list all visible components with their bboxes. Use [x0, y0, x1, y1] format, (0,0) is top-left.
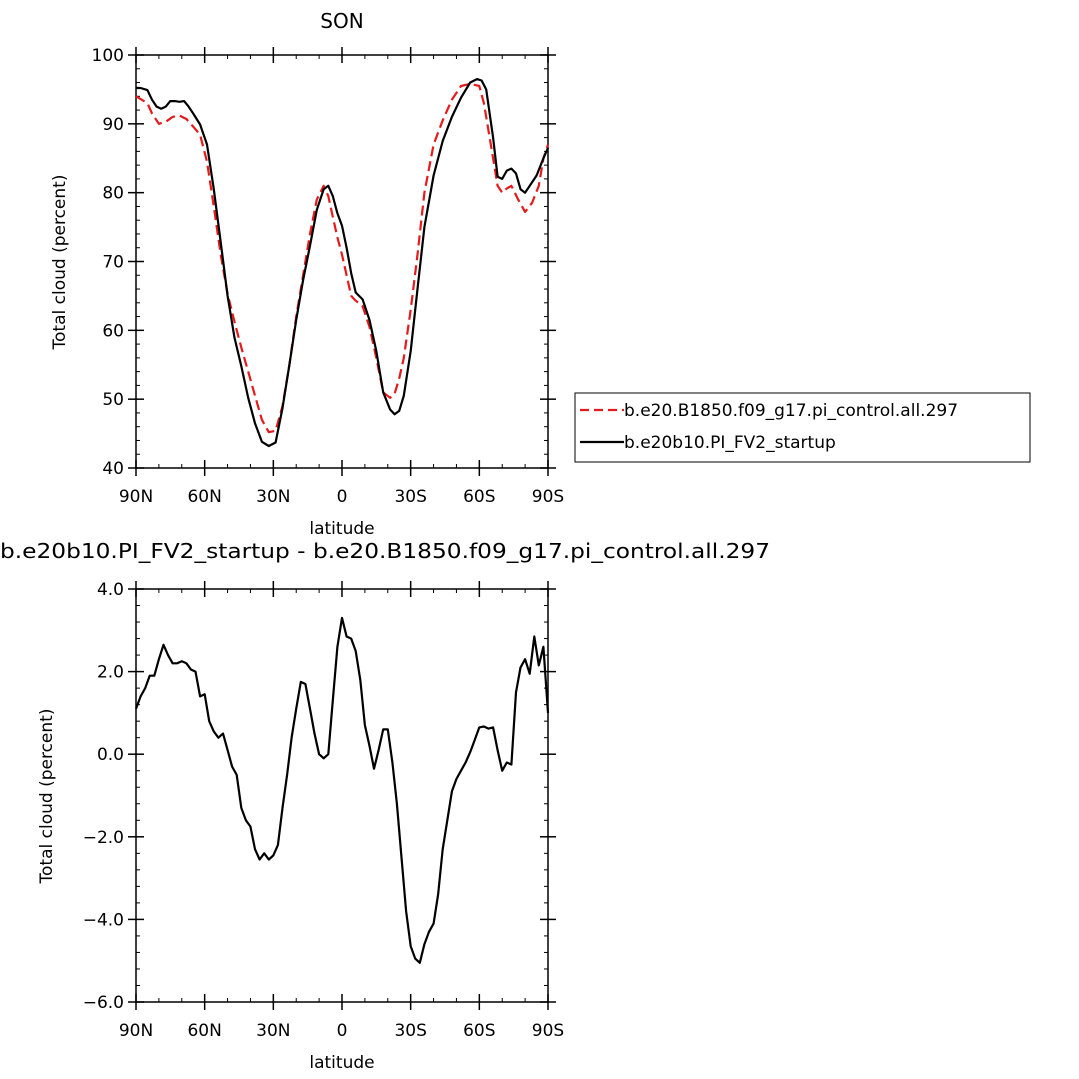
top-y-tick-label: 100 — [92, 46, 124, 66]
top-chart-title: SON — [320, 9, 363, 33]
top-series-line-0 — [135, 82, 550, 434]
top-y-tick-label: 40 — [102, 459, 124, 479]
top-x-tick-label: 30N — [256, 487, 290, 507]
top-y-tick-label: 90 — [102, 115, 124, 135]
top-x-tick-label: 30S — [394, 487, 426, 507]
top-y-axis-label: Total cloud (percent) — [50, 175, 70, 351]
bottom-series-line-0 — [134, 616, 550, 964]
bottom-chart-title: b.e20b10.PI_FV2_startup - b.e20.B1850.f0… — [0, 539, 770, 563]
top-x-tick-label: 60S — [463, 487, 495, 507]
bottom-y-tick-label: 2.0 — [97, 663, 124, 683]
top-y-tick-label: 80 — [102, 184, 124, 204]
top-x-tick-label: 60N — [187, 487, 221, 507]
top-plot-area: 40 50 60 70 80 90 100 90N 60N 30N 0 30S 60S 90S — [92, 46, 565, 507]
bottom-y-tick-label: −6.0 — [83, 993, 124, 1013]
legend-box — [574, 392, 1031, 463]
top-x-tick-label: 90N — [119, 487, 153, 507]
bottom-y-tick-label: −2.0 — [83, 828, 124, 848]
bottom-x-tick-label: 60N — [187, 1021, 221, 1041]
bottom-y-tick-label: 4.0 — [97, 580, 124, 600]
bottom-x-axis-label: latitude — [309, 1053, 374, 1073]
top-x-tick-label: 0 — [337, 487, 348, 507]
bottom-x-tick-label: 90N — [119, 1021, 153, 1041]
bottom-x-tick-label: 90S — [532, 1021, 564, 1041]
bottom-plot-area: −6.0 −4.0 −2.0 0.0 2.0 4.0 90N 60N 30N 0 30S 60S 90S — [83, 580, 565, 1041]
bottom-x-tick-label: 60S — [463, 1021, 495, 1041]
bottom-x-tick-label: 30N — [256, 1021, 290, 1041]
bottom-chart: b.e20b10.PI_FV2_startup - b.e20.B1850.f0… — [0, 539, 770, 1073]
top-series-line-1 — [136, 78, 550, 448]
top-y-tick-label: 60 — [102, 321, 124, 341]
top-y-tick-label: 50 — [102, 390, 124, 410]
top-x-axis-label: latitude — [309, 519, 374, 539]
bottom-x-tick-label: 30S — [394, 1021, 426, 1041]
legend-label-control: b.e20.B1850.f09_g17.pi_control.all.297 — [624, 401, 958, 421]
top-y-tick-label: 70 — [102, 253, 124, 273]
top-x-tick-label: 90S — [532, 487, 564, 507]
top-chart: SON 40 50 60 70 80 90 100 90N 60N 30N 0 30S 60S 90S l… — [50, 9, 564, 539]
bottom-y-tick-label: −4.0 — [83, 910, 124, 930]
bottom-x-tick-label: 0 — [337, 1021, 348, 1041]
legend: b.e20.B1850.f09_g17.pi_control.all.297 b… — [574, 392, 1031, 463]
bottom-y-axis-label: Total cloud (percent) — [37, 709, 57, 885]
bottom-y-tick-label: 0.0 — [97, 745, 124, 765]
legend-label-startup: b.e20b10.PI_FV2_startup — [624, 433, 836, 453]
